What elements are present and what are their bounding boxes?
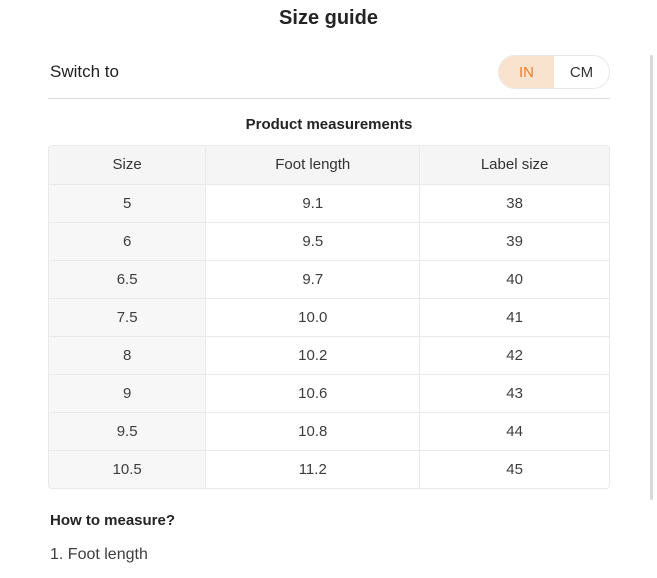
foot-length-cell: 9.7 xyxy=(205,260,421,299)
table-row: 8 10.2 42 xyxy=(49,336,609,375)
unit-toggle-cm[interactable]: CM xyxy=(554,56,609,88)
label-size-cell: 45 xyxy=(419,450,609,488)
unit-switch-row: Switch to IN CM xyxy=(48,55,610,89)
size-cell: 7.5 xyxy=(49,298,207,337)
foot-length-cell: 9.1 xyxy=(205,184,421,223)
label-size-cell: 44 xyxy=(419,412,609,451)
foot-length-cell: 10.2 xyxy=(205,336,421,375)
page-title: Size guide xyxy=(279,7,378,29)
size-table: Size Foot length Label size 5 9.1 38 6 9… xyxy=(49,146,609,488)
how-to-measure-heading: How to measure? xyxy=(50,512,176,529)
label-size-cell: 43 xyxy=(419,374,609,413)
table-row: 7.5 10.0 41 xyxy=(49,298,609,337)
table-header-row: Size Foot length Label size xyxy=(49,146,609,185)
header-foot-length: Foot length xyxy=(205,146,421,185)
header-size: Size xyxy=(49,146,207,185)
size-cell: 10.5 xyxy=(49,450,207,488)
unit-toggle: IN CM xyxy=(498,55,610,89)
foot-length-cell: 10.8 xyxy=(205,412,421,451)
size-cell: 8 xyxy=(49,336,207,375)
foot-length-cell: 10.0 xyxy=(205,298,421,337)
section-divider xyxy=(48,98,610,99)
label-size-cell: 42 xyxy=(419,336,609,375)
size-table-wrap: Size Foot length Label size 5 9.1 38 6 9… xyxy=(48,145,610,489)
size-cell: 6.5 xyxy=(49,260,207,299)
vertical-scrollbar-thumb[interactable] xyxy=(650,55,653,500)
size-guide-content: Switch to IN CM Product measurements Siz… xyxy=(48,55,610,564)
unit-toggle-in[interactable]: IN xyxy=(499,56,554,88)
table-caption: Product measurements xyxy=(245,116,413,133)
table-row: 6 9.5 39 xyxy=(49,222,609,261)
size-cell: 9 xyxy=(49,374,207,413)
table-row: 9 10.6 43 xyxy=(49,374,609,413)
size-cell: 5 xyxy=(49,184,207,223)
label-size-cell: 40 xyxy=(419,260,609,299)
size-cell: 9.5 xyxy=(49,412,207,451)
foot-length-cell: 9.5 xyxy=(205,222,421,261)
table-row: 9.5 10.8 44 xyxy=(49,412,609,451)
how-to-measure-item: 1. Foot length xyxy=(50,546,148,563)
size-cell: 6 xyxy=(49,222,207,261)
table-row: 5 9.1 38 xyxy=(49,184,609,223)
label-size-cell: 41 xyxy=(419,298,609,337)
label-size-cell: 38 xyxy=(419,184,609,223)
switch-to-label: Switch to xyxy=(50,62,119,81)
table-row: 6.5 9.7 40 xyxy=(49,260,609,299)
header-label-size: Label size xyxy=(419,146,609,185)
foot-length-cell: 10.6 xyxy=(205,374,421,413)
foot-length-cell: 11.2 xyxy=(205,450,421,488)
table-row: 10.5 11.2 45 xyxy=(49,450,609,488)
label-size-cell: 39 xyxy=(419,222,609,261)
